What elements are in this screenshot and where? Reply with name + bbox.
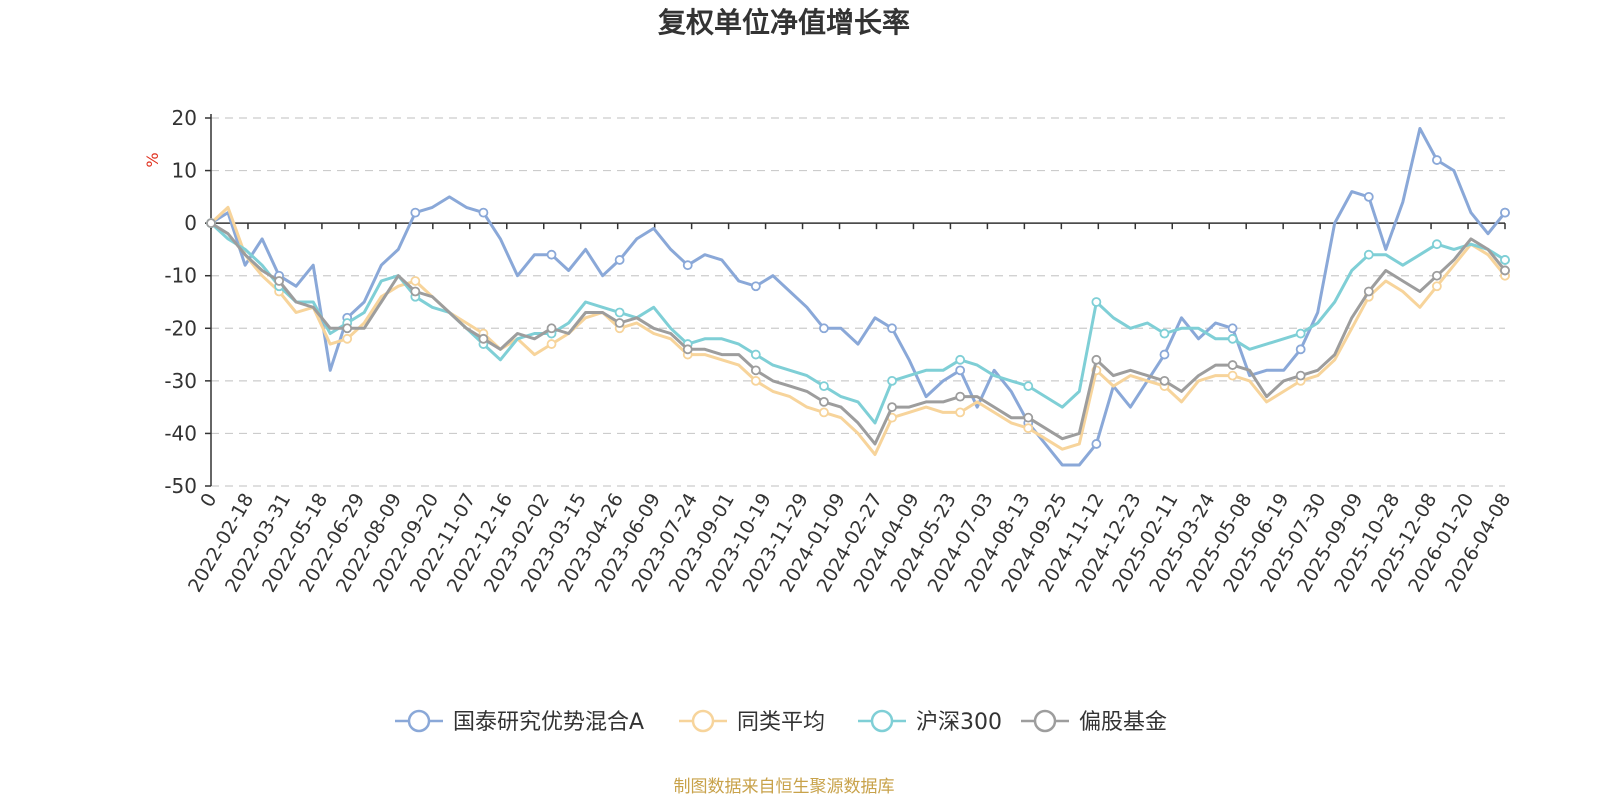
data-point [1363,286,1374,297]
series-line-3 [209,222,1506,425]
legend-item-4[interactable]: 偏股基金 [1021,709,1167,735]
data-source-note: 制图数据来自恒生聚源数据库 [674,777,895,797]
data-point [1227,323,1238,334]
data-point [887,402,897,413]
data-point [1091,439,1102,449]
data-point [1363,191,1374,202]
data-point [1295,328,1306,339]
legend[interactable]: 国泰研究优势混合A 同类平均 沪深300 偏股基金 [395,709,1167,735]
data-point [955,365,966,376]
data-point [750,375,761,386]
data-point [887,375,897,386]
data-point [410,286,421,297]
y-tick-label: 20 [172,106,197,130]
data-point [955,391,966,402]
data-point [1227,360,1238,370]
data-point [546,249,557,260]
data-point [1431,155,1442,165]
legend-circle-icon [1033,709,1057,733]
data-point [1227,333,1238,344]
data-point [1295,344,1306,355]
data-point [1023,381,1034,392]
legend-label: 同类平均 [737,710,825,735]
data-point [819,396,829,407]
data-point [614,318,625,328]
grid-lines [211,117,1505,487]
x-tick-label: 0 [196,490,221,511]
data-point [410,276,421,286]
y-tick-label: -50 [164,474,197,498]
legend-circle-icon [870,709,894,733]
data-point [955,354,966,365]
data-point [1023,423,1034,434]
data-point [1159,328,1170,339]
data-point [614,307,625,318]
series-line-2 [209,205,1507,456]
y-tick-label: -40 [164,421,197,445]
data-point [410,207,421,218]
data-point [1363,249,1374,260]
chart-title: 复权单位净值增长率 [658,6,910,39]
data-point [887,323,897,334]
data-point [478,207,489,218]
data-point [342,323,353,334]
series-line-1 [210,127,1507,467]
data-point [819,381,829,392]
data-point [1500,207,1510,218]
data-point [819,323,829,334]
data-point [206,218,216,229]
y-tick-label: 10 [172,159,197,183]
data-point [274,276,285,286]
series-lines [206,127,1510,467]
legend-item-2[interactable]: 同类平均 [679,709,825,735]
y-tick-label: -30 [164,369,197,393]
data-point [955,407,966,418]
data-point [1091,354,1102,365]
legend-item-1[interactable]: 国泰研究优势混合A [395,709,644,735]
y-axis-unit: % [143,152,162,167]
legend-label: 国泰研究优势混合A [453,710,644,735]
legend-circle-icon [691,709,715,733]
data-point [819,407,829,418]
legend-item-3[interactable]: 沪深300 [858,709,1002,735]
data-point [1431,270,1442,281]
data-point [1023,412,1034,423]
data-point [1500,255,1510,265]
data-point [478,333,489,344]
legend-label: 沪深300 [916,710,1002,735]
series-line-4 [210,221,1507,446]
data-point [1227,370,1238,381]
data-point [1500,265,1510,276]
legend-circle-icon [407,709,431,733]
y-tick-label: -10 [164,264,197,288]
data-point [546,339,557,349]
data-point [546,323,557,334]
data-point [614,255,625,265]
data-point [342,333,353,344]
data-point [750,365,761,376]
data-point [1431,281,1442,292]
data-point [682,344,693,355]
y-axis-ticks: 20 10 0 -10 -20 -30 -40 -50 [164,106,1505,498]
data-point [1295,370,1306,381]
data-point [1091,297,1102,307]
legend-label: 偏股基金 [1079,710,1167,735]
y-tick-label: 0 [184,211,197,235]
data-point [1159,375,1170,386]
data-point [750,349,761,360]
data-point [1431,239,1442,250]
data-point [1159,349,1170,360]
data-point [682,260,693,271]
data-point [750,281,761,292]
y-tick-label: -20 [164,316,197,340]
